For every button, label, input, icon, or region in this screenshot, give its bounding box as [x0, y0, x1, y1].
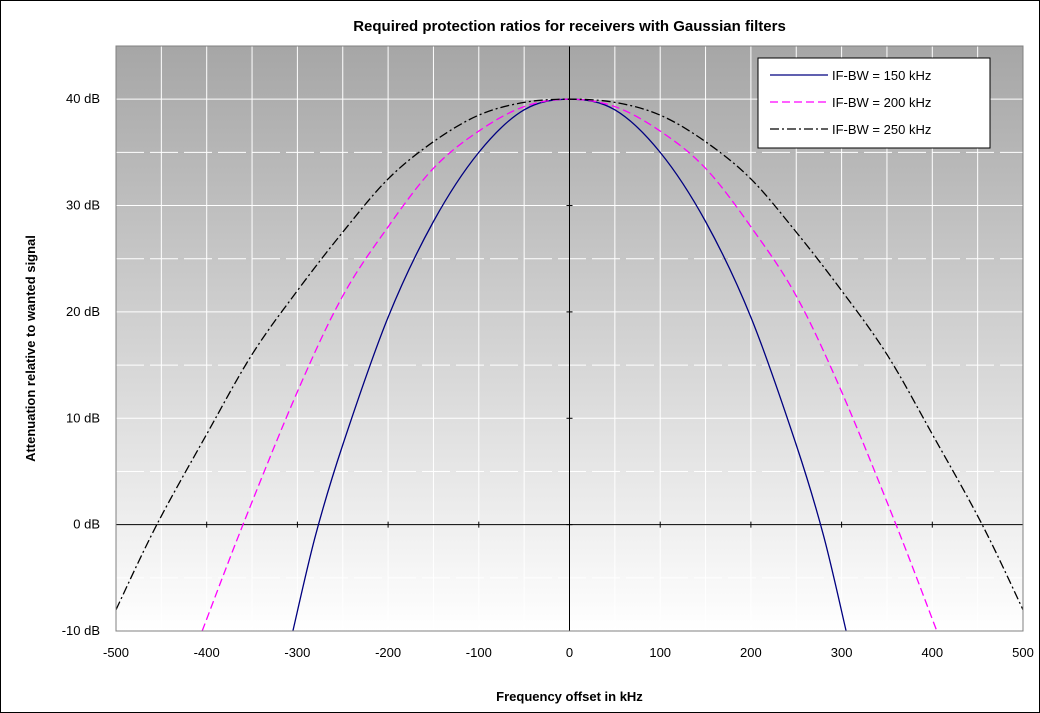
x-axis-label: Frequency offset in kHz	[496, 689, 643, 704]
plot-border	[115, 45, 1024, 632]
series-lines	[116, 98, 1023, 631]
y-tick-label: 20 dB	[66, 304, 100, 319]
y-tick-label: 30 dB	[66, 198, 100, 213]
x-tick-label: -400	[194, 645, 220, 660]
x-tick-label: 500	[1012, 645, 1034, 660]
legend: IF-BW = 150 kHz IF-BW = 200 kHz IF-BW = 25…	[757, 57, 991, 149]
x-tick-label: 200	[740, 645, 762, 660]
x-tick-label: -300	[284, 645, 310, 660]
x-tick-label: -200	[375, 645, 401, 660]
x-tick-label: 100	[649, 645, 671, 660]
y-tick-label: 10 dB	[66, 410, 100, 425]
y-tick-label: 40 dB	[66, 91, 100, 106]
x-tick-label: 400	[921, 645, 943, 660]
legend-box	[757, 57, 991, 149]
legend-label-3: IF-BW = 250 kHz	[832, 122, 931, 137]
legend-label-1: IF-BW = 150 kHz	[832, 68, 931, 83]
x-tick-label: 0	[566, 645, 573, 660]
series-line-3	[116, 98, 1023, 611]
tick-labels: -500 -400 -300 -200 -100 0 100 200 300 400 500 -10 …	[62, 91, 1034, 660]
y-tick-label: 0 dB	[73, 517, 100, 532]
y-axis-label: Attenuation relative to wanted signal	[23, 235, 38, 462]
chart-title: Required protection ratios for receivers…	[353, 18, 786, 35]
x-tick-label: 300	[831, 645, 853, 660]
y-tick-label: -10 dB	[62, 623, 100, 638]
x-tick-label: -500	[103, 645, 129, 660]
legend-label-2: IF-BW = 200 kHz	[832, 95, 931, 110]
x-tick-label: -100	[466, 645, 492, 660]
